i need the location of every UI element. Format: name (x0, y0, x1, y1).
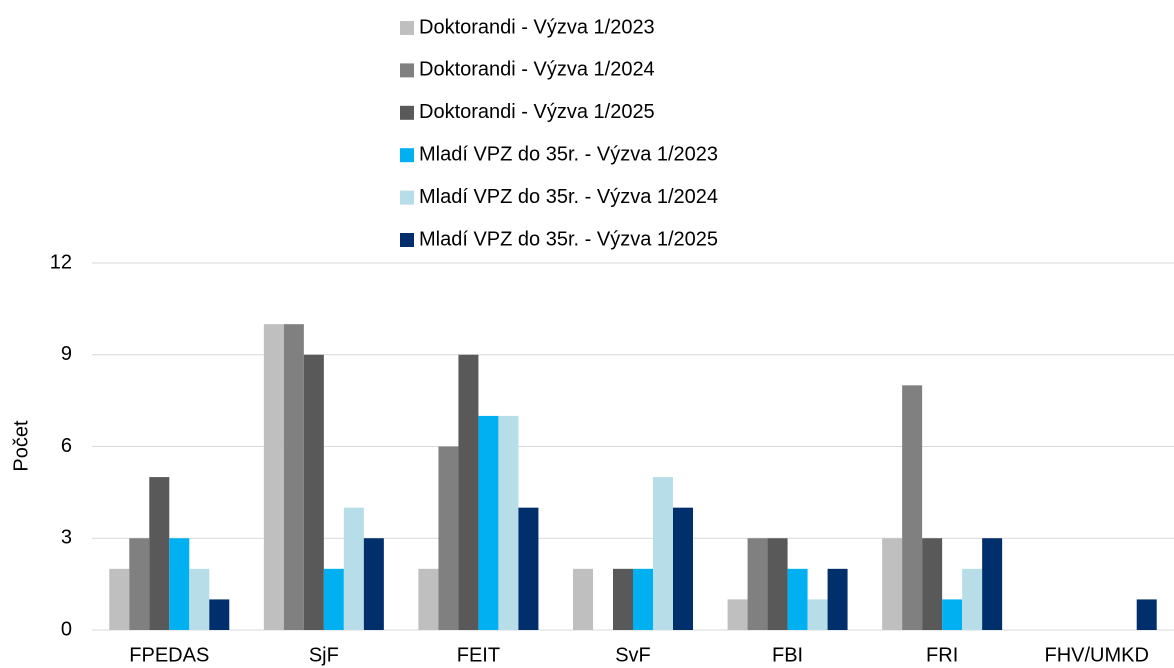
bar (283, 324, 304, 630)
y-tick-label: 6 (61, 435, 72, 457)
bar (807, 599, 828, 630)
y-tick-label: 0 (61, 618, 72, 640)
legend-label: Doktorandi - Výzva 1/2024 (419, 59, 655, 81)
x-tick-label: FEIT (457, 644, 500, 666)
bar (149, 477, 170, 630)
bar (363, 538, 384, 630)
bar (458, 354, 479, 630)
x-tick-label: SjF (309, 644, 339, 666)
bar (1136, 599, 1157, 630)
bar (673, 507, 693, 630)
bar (438, 446, 459, 630)
bar (189, 568, 210, 630)
bar (209, 599, 230, 630)
bar (922, 538, 943, 630)
bar (109, 568, 130, 630)
bar (263, 324, 284, 630)
bar (498, 415, 519, 630)
y-tick-label: 3 (61, 527, 72, 549)
bar (767, 538, 788, 630)
legend-swatch (400, 63, 414, 78)
bar (787, 568, 808, 630)
bar (653, 477, 673, 630)
bar (343, 507, 364, 630)
bar (418, 568, 439, 630)
bar (982, 538, 1003, 630)
legend-label: Mladí VPZ do 35r. - Výzva 1/2023 (419, 143, 718, 165)
x-tick-label: FRI (926, 644, 958, 666)
legend-swatch (400, 21, 414, 35)
legend-swatch (400, 190, 414, 205)
bar (518, 507, 539, 630)
bar (747, 538, 768, 630)
y-tick-label: 12 (50, 251, 72, 273)
y-axis-label: Počet (10, 420, 32, 472)
legend-label: Mladí VPZ do 35r. - Výzva 1/2024 (419, 186, 718, 208)
bar (478, 415, 499, 630)
bar (727, 599, 748, 630)
bar (882, 538, 903, 630)
legend-swatch (400, 148, 414, 163)
bar (323, 568, 344, 630)
legend-swatch (400, 105, 414, 120)
legend-label: Mladí VPZ do 35r. - Výzva 1/2025 (419, 228, 718, 250)
bar (129, 538, 150, 630)
y-tick-label: 9 (61, 343, 72, 365)
x-tick-label: FHV/UMKD (1044, 644, 1148, 666)
bar (633, 568, 653, 630)
x-tick-label: SvF (615, 644, 651, 666)
bar (573, 568, 593, 630)
bar (942, 599, 963, 630)
bar (303, 354, 324, 630)
legend-label: Doktorandi - Výzva 1/2025 (419, 101, 655, 123)
bar (169, 538, 190, 630)
legend-swatch (400, 233, 414, 247)
bar (827, 568, 848, 630)
legend-label: Doktorandi - Výzva 1/2023 (419, 16, 655, 38)
x-tick-label: FBI (772, 644, 803, 666)
bar (613, 568, 633, 630)
x-tick-label: FPEDAS (129, 644, 209, 666)
bar (962, 568, 983, 630)
bar (902, 385, 923, 630)
